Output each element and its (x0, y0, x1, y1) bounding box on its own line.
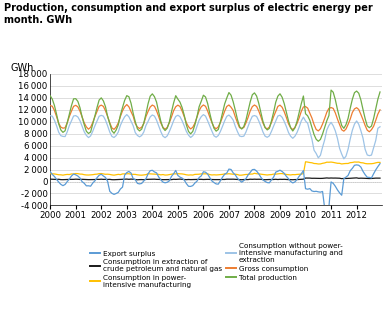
Legend: Export surplus, Consumption in extraction of
crude petroleum and natural gas, Co: Export surplus, Consumption in extractio… (88, 242, 344, 290)
Text: GWh: GWh (10, 63, 34, 73)
Text: Production, consumption and export surplus of electric energy per
month. GWh: Production, consumption and export surpl… (4, 3, 372, 25)
